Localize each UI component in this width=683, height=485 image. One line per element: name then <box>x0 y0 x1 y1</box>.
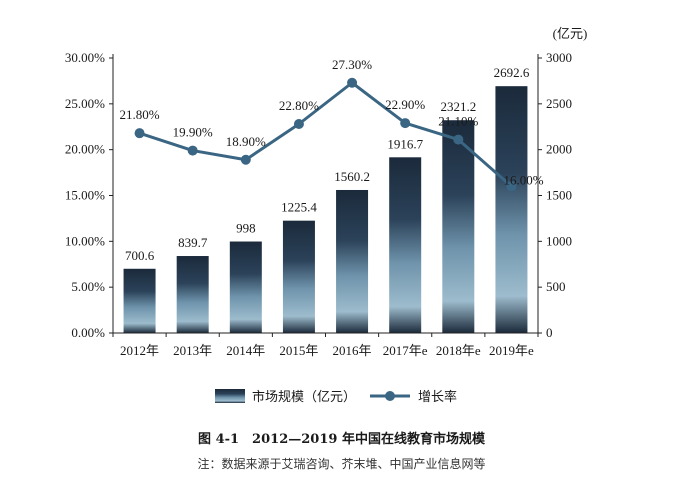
growth-rate-point <box>134 128 145 139</box>
x-tick-label: 2015年 <box>279 343 318 358</box>
growth-rate-point <box>187 145 198 156</box>
growth-rate-point <box>240 154 251 165</box>
x-tick-label: 2016年 <box>333 343 372 358</box>
growth-rate-label: 19.90% <box>173 125 213 140</box>
growth-rate-point <box>347 77 358 88</box>
bar <box>336 189 369 333</box>
growth-rate-label: 18.90% <box>226 134 266 149</box>
bar-value-label: 1225.4 <box>281 200 317 215</box>
x-tick-label: 2014年 <box>226 343 265 358</box>
bar <box>495 86 528 333</box>
source-note: 注：数据来源于艾瑞咨询、芥末堆、中国产业信息网等 <box>197 457 486 471</box>
x-tick-label: 2013年 <box>173 343 212 358</box>
right-tick-label: 0 <box>546 325 553 340</box>
right-tick-label: 1000 <box>546 233 572 248</box>
right-tick-label: 500 <box>546 279 566 294</box>
growth-rate-point <box>453 134 464 145</box>
growth-rate-label: 16.00% <box>503 172 543 187</box>
bar <box>389 157 422 333</box>
left-tick-label: 15.00% <box>65 188 105 203</box>
chart-canvas: 700.6 839.7 998 1225.4 1560.2 1916.7 2321.2 269… <box>65 26 588 405</box>
growth-rate-label: 22.80% <box>279 98 319 113</box>
bar <box>123 268 156 333</box>
bar <box>442 120 475 334</box>
growth-rate-label: 22.90% <box>385 97 425 112</box>
left-tick-label: 0.00% <box>71 325 105 340</box>
left-tick-label: 30.00% <box>65 50 105 65</box>
legend-bar-swatch <box>215 389 245 403</box>
bar-value-label: 2321.2 <box>440 99 476 114</box>
right-tick-label: 2000 <box>546 142 572 157</box>
bar-value-label: 700.6 <box>125 248 155 263</box>
growth-rate-label: 27.30% <box>332 57 372 72</box>
left-tick-label: 20.00% <box>65 142 105 157</box>
left-tick-label: 10.00% <box>65 233 105 248</box>
bar-value-label: 1916.7 <box>387 136 423 151</box>
right-tick-label: 3000 <box>546 50 572 65</box>
bar <box>176 256 209 333</box>
bar-value-label: 998 <box>236 221 256 236</box>
growth-rate-point <box>400 118 411 129</box>
growth-rate-point <box>293 119 304 129</box>
bar <box>229 241 262 333</box>
legend-bar-label: 市场规模（亿元） <box>252 389 356 405</box>
growth-rate-line <box>139 81 513 188</box>
growth-rate-label: 21.80% <box>120 107 160 122</box>
bar-value-label: 839.7 <box>178 235 208 250</box>
bar-value-label: 1560.2 <box>334 169 370 184</box>
growth-rate-point <box>506 181 517 192</box>
right-tick-label: 2500 <box>546 96 572 111</box>
growth-rate-label: 21.10% <box>438 114 478 129</box>
x-tick-label: 2018年e <box>436 343 481 358</box>
left-tick-label: 25.00% <box>65 96 105 111</box>
x-tick-label: 2012年 <box>120 343 159 358</box>
bar <box>282 220 315 333</box>
x-tick-label: 2017年e <box>383 343 428 358</box>
legend-line-label: 增长率 <box>418 389 457 405</box>
chart-title: 图 4-1 2012—2019 年中国在线教育市场规模 <box>198 432 485 447</box>
right-tick-label: 1500 <box>546 188 572 203</box>
legend-line-marker <box>385 391 395 401</box>
bar-value-label: 2692.6 <box>494 65 530 80</box>
x-tick-label: 2019年e <box>489 343 534 358</box>
right-axis-unit: (亿元) <box>553 26 588 41</box>
left-tick-label: 5.00% <box>71 279 105 294</box>
